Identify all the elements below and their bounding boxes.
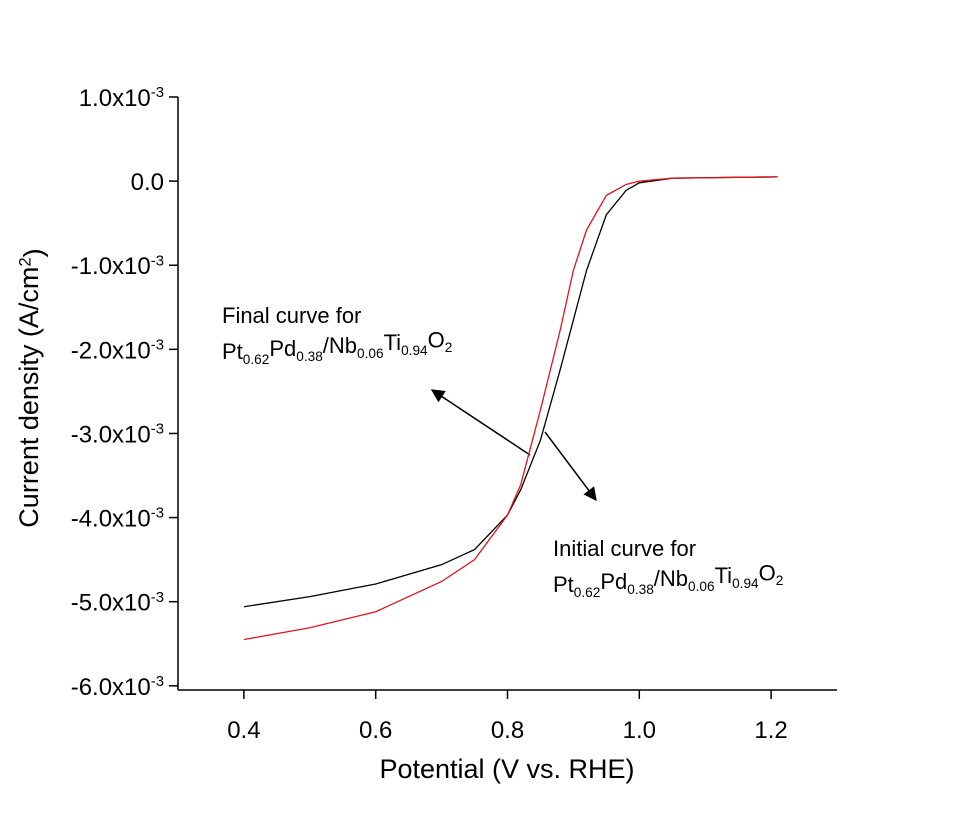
annotation: Pt0.62Pd0.38/Nb0.06Ti0.94O2 (553, 560, 783, 599)
x-tick-label: 0.6 (359, 717, 392, 744)
x-tick-label: 1.2 (754, 717, 787, 744)
y-tick-label: -6.0x10-3 (71, 674, 164, 701)
x-tick-label: 0.4 (227, 717, 260, 744)
data-line (243, 176, 778, 641)
y-tick-label: 1.0x10-3 (79, 85, 164, 112)
y-tick-label: 0.0 (131, 169, 164, 196)
y-axis-title: Current density (A/cm2) (14, 248, 49, 527)
annotation: Pt0.62Pd0.38/Nb0.06Ti0.94O2 (222, 327, 452, 366)
y-tick-label: -3.0x10-3 (71, 421, 164, 448)
y-tick-label: -1.0x10-3 (71, 253, 164, 280)
y-tick-label: -5.0x10-3 (71, 590, 164, 617)
x-tick-label: 0.8 (491, 717, 524, 744)
arrow (544, 431, 597, 502)
y-tick-label: -2.0x10-3 (71, 337, 164, 364)
data-line (243, 176, 778, 608)
y-tick-label: -4.0x10-3 (71, 506, 164, 533)
x-tick-label: 1.0 (623, 717, 656, 744)
annotation: Initial curve for (553, 536, 696, 561)
arrow (430, 389, 531, 456)
x-axis-title: Potential (V vs. RHE) (379, 754, 634, 784)
annotation: Final curve for (222, 303, 361, 328)
